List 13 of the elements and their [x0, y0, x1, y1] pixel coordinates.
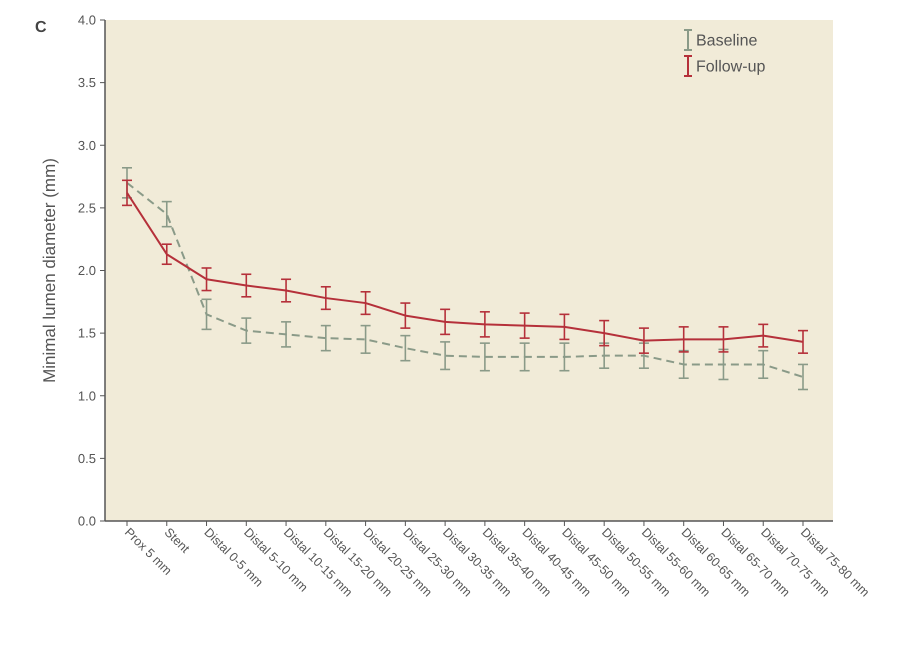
- y-tick-label: 3.0: [78, 138, 96, 153]
- legend-label: Follow-up: [696, 58, 766, 76]
- y-tick-label: 2.0: [78, 263, 96, 278]
- y-tick-label: 1.5: [78, 326, 96, 341]
- y-tick-label: 4.0: [78, 12, 96, 28]
- y-tick-label: 1.0: [78, 388, 96, 404]
- text: C: [35, 19, 47, 36]
- y-tick-label: 3.5: [78, 75, 96, 90]
- legend-label: Baseline: [696, 32, 758, 50]
- y-axis-title: Minimal lumen diameter (mm): [40, 158, 59, 383]
- y-tick-label: 0.5: [78, 450, 96, 466]
- y-tick-label: 0.0: [78, 514, 96, 529]
- y-tick-label: 2.5: [78, 200, 96, 216]
